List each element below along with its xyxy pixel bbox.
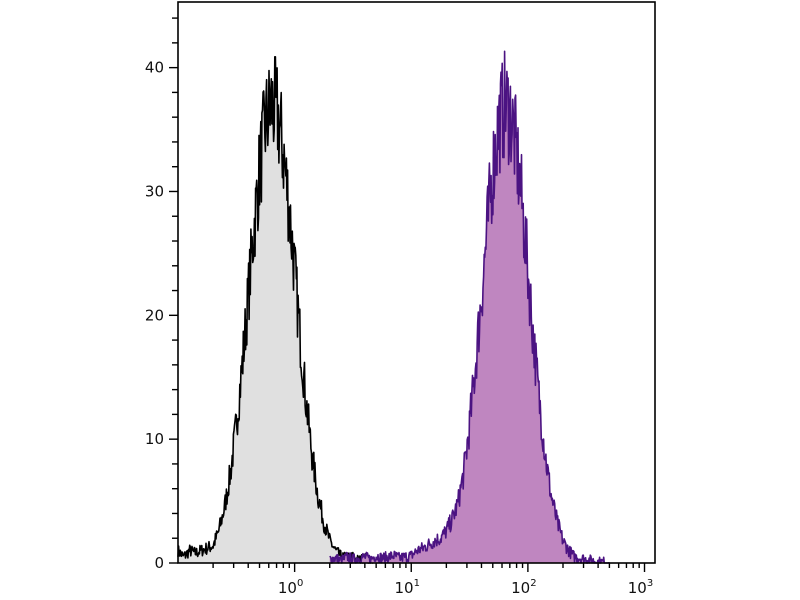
x-tick-exponent: 0 — [297, 578, 303, 589]
x-tick-base: 10 — [278, 579, 297, 597]
y-tick-label: 20 — [145, 306, 164, 324]
x-tick-base: 10 — [511, 579, 530, 597]
x-tick-exponent: 3 — [647, 578, 653, 589]
x-tick-exponent: 2 — [530, 578, 536, 589]
y-tick-label: 10 — [145, 430, 164, 448]
series-layer — [177, 50, 610, 564]
y-tick-label: 0 — [154, 554, 164, 572]
x-tick-base: 10 — [628, 579, 647, 597]
x-tick-exponent: 1 — [414, 578, 420, 589]
plot-frame — [177, 1, 656, 564]
x-tick-label: 102 — [511, 578, 536, 597]
y-tick-label: 40 — [145, 59, 164, 77]
series-fill — [329, 51, 610, 564]
series-0 — [177, 55, 377, 564]
series-1 — [329, 50, 610, 564]
x-tick-label: 100 — [278, 578, 303, 597]
series-outline — [177, 55, 377, 564]
x-tick-label: 101 — [395, 578, 420, 597]
x-tick-label: 103 — [628, 578, 653, 597]
x-tick-base: 10 — [395, 579, 414, 597]
series-fill — [178, 56, 377, 564]
series-outline — [329, 50, 610, 564]
y-tick-label: 30 — [145, 182, 164, 200]
